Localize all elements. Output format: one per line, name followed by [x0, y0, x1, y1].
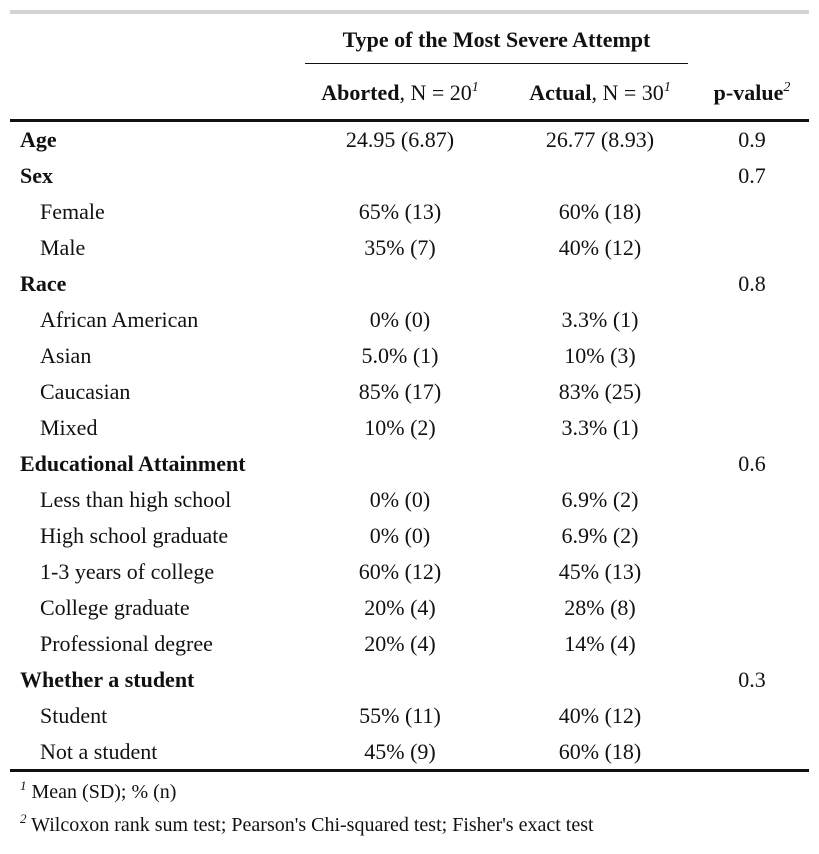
- cell-p-value: 0.7: [738, 163, 766, 188]
- cell-actual: 3.3% (1): [561, 307, 639, 332]
- cell-aborted: 35% (7): [364, 235, 436, 260]
- cell-p-value: 0.9: [738, 127, 766, 152]
- row-label: Age: [20, 127, 57, 152]
- row-label: High school graduate: [40, 523, 229, 548]
- row-label: Mixed: [40, 415, 98, 440]
- row-label: Asian: [40, 343, 92, 368]
- cell-actual: 10% (3): [564, 343, 636, 368]
- row-label: Sex: [20, 163, 53, 188]
- spanner-header: Type of the Most Severe Attempt: [342, 27, 651, 52]
- row-label: Less than high school: [40, 487, 232, 512]
- footnote-1: 1 Mean (SD); % (n): [20, 778, 177, 803]
- cell-aborted: 10% (2): [364, 415, 436, 440]
- cell-actual: 6.9% (2): [561, 523, 639, 548]
- cell-actual: 60% (18): [558, 199, 642, 224]
- cell-actual: 60% (18): [558, 739, 642, 764]
- spanner-underline: [305, 63, 688, 64]
- row-label: College graduate: [40, 595, 190, 620]
- cell-actual: 28% (8): [564, 595, 636, 620]
- column-header-actual: Actual, N = 301: [529, 80, 671, 105]
- cell-p-value: 0.8: [738, 271, 766, 296]
- cell-aborted: 55% (11): [359, 703, 441, 728]
- row-label: Educational Attainment: [20, 451, 246, 476]
- cell-aborted: 24.95 (6.87): [345, 127, 455, 152]
- row-label: Student: [40, 703, 108, 728]
- cell-aborted: 45% (9): [364, 739, 436, 764]
- cell-aborted: 0% (0): [369, 307, 431, 332]
- cell-actual: 3.3% (1): [561, 415, 639, 440]
- table-bottom-rule: [10, 769, 809, 772]
- row-label: Not a student: [40, 739, 158, 764]
- row-label: African American: [40, 307, 199, 332]
- row-label: Caucasian: [40, 379, 131, 404]
- row-label: Professional degree: [40, 631, 213, 656]
- row-label: Male: [40, 235, 86, 260]
- column-header-p-value: p-value2: [713, 80, 791, 105]
- cell-actual: 6.9% (2): [561, 487, 639, 512]
- cell-aborted: 20% (4): [364, 595, 436, 620]
- row-label: 1-3 years of college: [40, 559, 215, 584]
- cell-aborted: 60% (12): [358, 559, 442, 584]
- cell-actual: 40% (12): [558, 235, 642, 260]
- row-label: Whether a student: [20, 667, 195, 692]
- cell-actual: 45% (13): [558, 559, 642, 584]
- row-label: Female: [40, 199, 105, 224]
- cell-actual: 14% (4): [564, 631, 636, 656]
- cell-p-value: 0.3: [738, 667, 766, 692]
- cell-actual: 83% (25): [558, 379, 642, 404]
- cell-aborted: 85% (17): [358, 379, 442, 404]
- cell-aborted: 0% (0): [369, 523, 431, 548]
- cell-aborted: 0% (0): [369, 487, 431, 512]
- column-header-aborted: Aborted, N = 201: [321, 80, 479, 105]
- cell-aborted: 65% (13): [358, 199, 442, 224]
- cell-aborted: 20% (4): [364, 631, 436, 656]
- cell-actual: 40% (12): [558, 703, 642, 728]
- cell-actual: 26.77 (8.93): [545, 127, 655, 152]
- row-label: Race: [20, 271, 67, 296]
- cell-aborted: 5.0% (1): [361, 343, 439, 368]
- header-bottom-rule: [10, 119, 809, 122]
- cell-p-value: 0.6: [738, 451, 766, 476]
- table-top-rule: [10, 10, 809, 14]
- footnote-2: 2 Wilcoxon rank sum test; Pearson's Chi-…: [20, 811, 594, 836]
